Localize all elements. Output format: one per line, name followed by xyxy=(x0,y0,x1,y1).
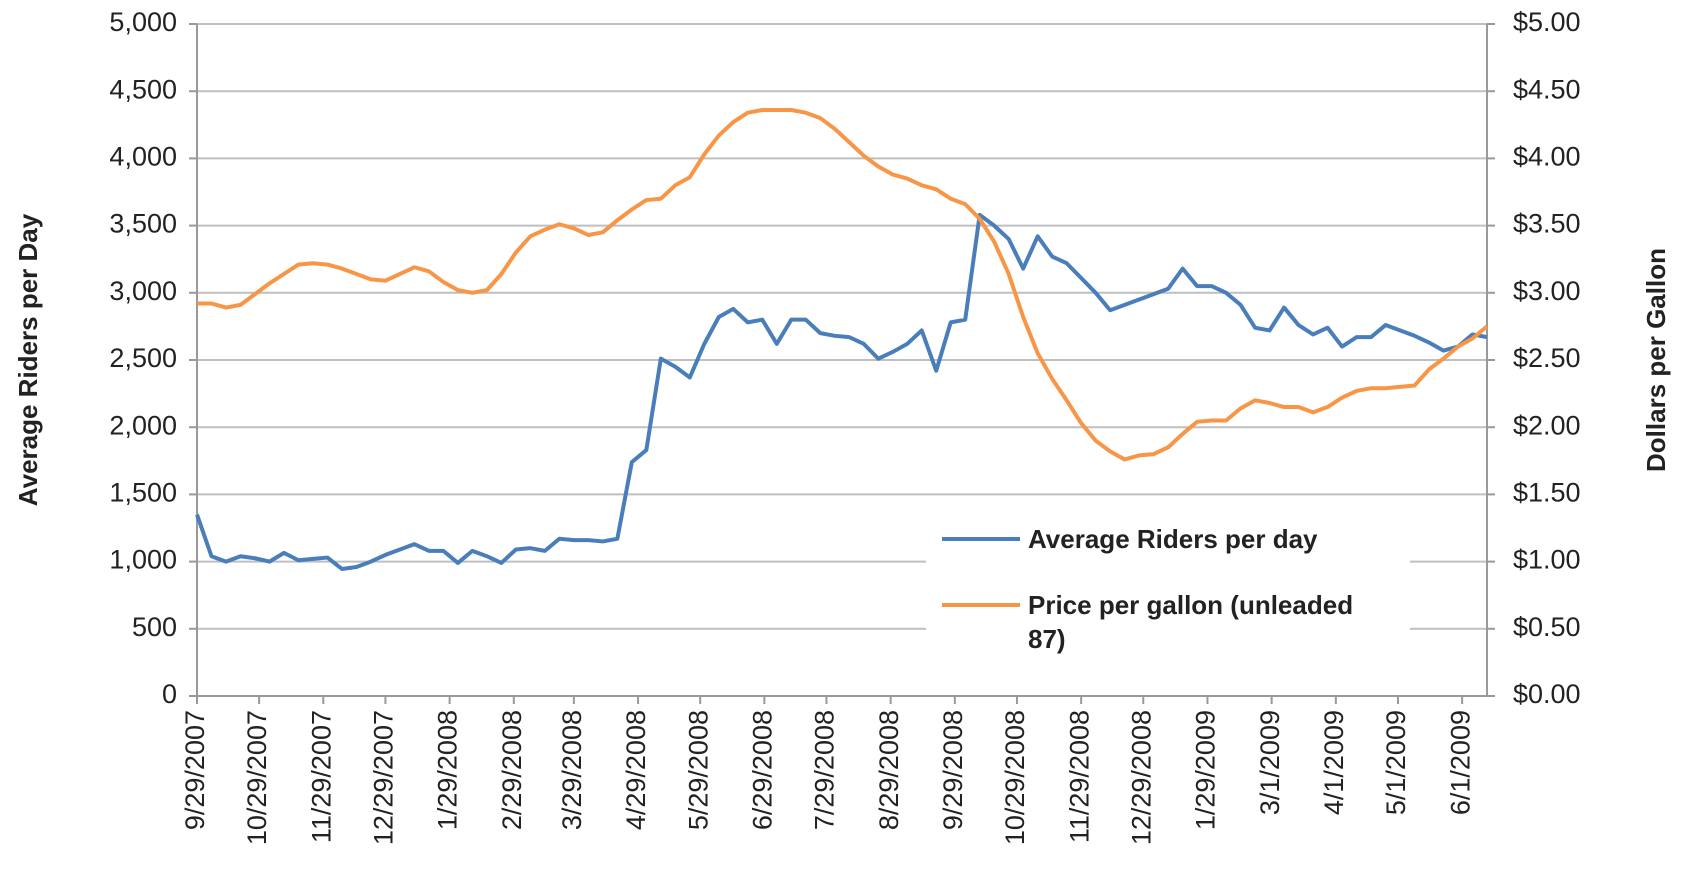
y2-tick-label: $4.50 xyxy=(1513,74,1581,104)
x-tick-label: 4/1/2009 xyxy=(1319,710,1349,815)
x-tick-label: 8/29/2008 xyxy=(874,710,904,830)
x-tick-label: 1/29/2009 xyxy=(1191,710,1221,830)
legend-item: Price per gallon (unleaded 87) xyxy=(942,588,1358,656)
y-tick-label: 2,000 xyxy=(109,410,177,440)
x-tick-label: 11/29/2008 xyxy=(1064,710,1094,843)
x-tick-label: 3/29/2008 xyxy=(557,710,587,830)
legend-swatch xyxy=(942,537,1020,541)
y2-tick-label: $1.50 xyxy=(1513,478,1581,508)
y-tick-label: 3,500 xyxy=(109,209,177,239)
x-tick-label: 5/29/2008 xyxy=(683,710,713,830)
y-tick-label: 1,000 xyxy=(109,545,177,575)
legend-swatch xyxy=(942,603,1020,607)
y-tick-label: 0 xyxy=(162,679,177,709)
y2-tick-label: $2.50 xyxy=(1513,343,1581,373)
x-tick-label: 6/1/2009 xyxy=(1445,710,1475,815)
y-tick-label: 4,500 xyxy=(109,74,177,104)
y-tick-label: 500 xyxy=(132,612,177,642)
legend-label: Average Riders per day xyxy=(1028,524,1318,554)
y2-axis-title: Dollars per Gallon xyxy=(1641,248,1671,472)
legend: Average Riders per day Price per gallon … xyxy=(926,512,1410,678)
x-tick-label: 12/29/2008 xyxy=(1126,710,1156,845)
y-tick-label: 4,000 xyxy=(109,142,177,172)
y-tick-label: 1,500 xyxy=(109,478,177,508)
y-tick-label: 3,000 xyxy=(109,276,177,306)
x-tick-label: 10/29/2008 xyxy=(1000,710,1030,845)
y2-tick-label: $2.00 xyxy=(1513,410,1581,440)
y2-tick-label: $1.00 xyxy=(1513,545,1581,575)
x-tick-label: 12/29/2007 xyxy=(369,710,399,845)
x-tick-label: 6/29/2008 xyxy=(747,710,777,830)
series-line xyxy=(195,212,1488,571)
y2-tick-label: $5.00 xyxy=(1513,7,1581,37)
legend-item: Average Riders per day xyxy=(942,522,1408,556)
y2-tick-label: $0.50 xyxy=(1513,612,1581,642)
y2-tick-label: $4.00 xyxy=(1513,142,1581,172)
x-tick-label: 5/1/2009 xyxy=(1381,710,1411,815)
x-tick-label: 1/29/2008 xyxy=(433,710,463,830)
x-tick-label: 4/29/2008 xyxy=(621,710,651,830)
x-tick-label: 9/29/2007 xyxy=(180,710,210,830)
y2-tick-label: $0.00 xyxy=(1513,679,1581,709)
x-tick-label: 2/29/2008 xyxy=(497,710,527,830)
x-tick-label: 3/1/2009 xyxy=(1255,710,1285,815)
y-axis-title: Average Riders per Day xyxy=(13,213,43,506)
x-tick-label: 7/29/2008 xyxy=(810,710,840,830)
y2-tick-label: $3.00 xyxy=(1513,276,1581,306)
series-line xyxy=(197,108,1489,462)
legend-label: Price per gallon (unleaded 87) xyxy=(1028,590,1354,654)
x-tick-label: 10/29/2007 xyxy=(242,710,272,845)
y-tick-label: 5,000 xyxy=(109,7,177,37)
x-tick-label: 9/29/2008 xyxy=(938,710,968,830)
x-tick-label: 11/29/2007 xyxy=(306,710,336,843)
y-tick-label: 2,500 xyxy=(109,343,177,373)
y2-tick-label: $3.50 xyxy=(1513,209,1581,239)
